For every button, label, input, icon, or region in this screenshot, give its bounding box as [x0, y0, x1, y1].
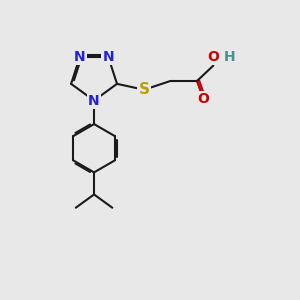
Text: O: O: [207, 50, 219, 64]
Text: N: N: [74, 50, 86, 64]
Text: N: N: [102, 50, 114, 64]
Text: N: N: [88, 94, 100, 107]
Text: O: O: [198, 92, 209, 106]
Text: H: H: [224, 50, 235, 64]
Text: ·: ·: [221, 46, 228, 64]
Text: S: S: [139, 82, 150, 97]
